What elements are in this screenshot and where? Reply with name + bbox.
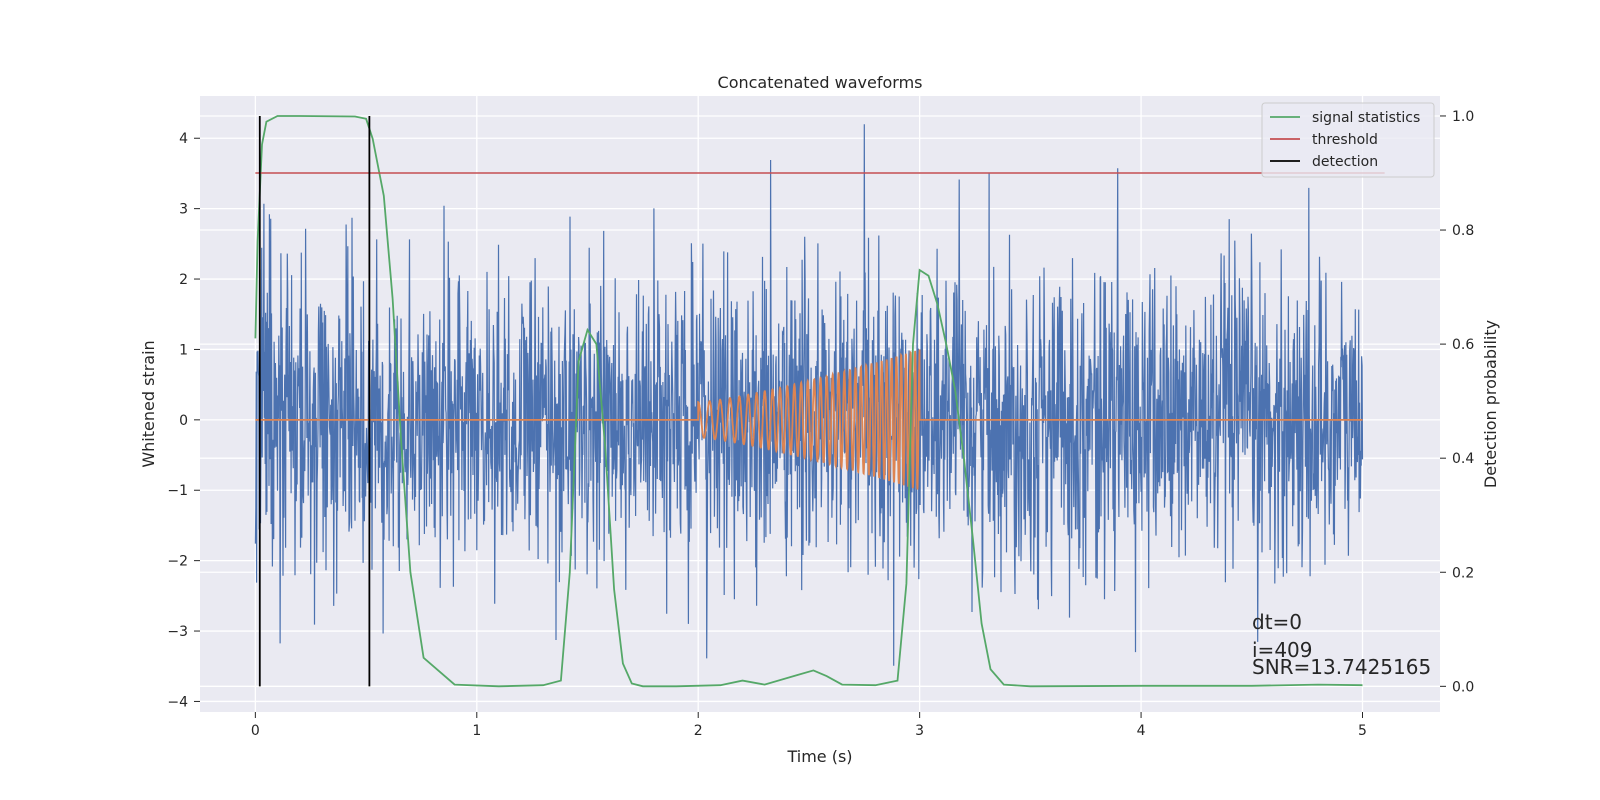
strain-line xyxy=(254,124,1364,666)
x-tick-label: 2 xyxy=(694,723,703,739)
plot-area xyxy=(254,115,1364,688)
chirp-line xyxy=(255,349,1363,490)
y2-tick-label: 0.6 xyxy=(1452,337,1474,353)
annotation-snr: SNR=13.7425165 xyxy=(1252,655,1431,679)
y2-tick-label: 0.0 xyxy=(1452,679,1474,695)
annotation-dt: dt=0 xyxy=(1252,610,1302,634)
y-tick-label: 2 xyxy=(179,272,188,288)
y-tick-label: 0 xyxy=(179,413,188,429)
y-tick-label: 3 xyxy=(179,202,188,218)
x-tick-label: 0 xyxy=(251,723,260,739)
y-axis-label: Whitened strain xyxy=(139,340,158,467)
y2-axis-label: Detection probability xyxy=(1481,320,1500,488)
y-tick-label: −4 xyxy=(167,694,188,710)
legend-label-threshold: threshold xyxy=(1312,132,1378,148)
ticks: 0 1 2 3 4 5 −4 −3 −2 −1 0 1 2 3 4 0.0 0.2 0.4 0.6 0.8 1.0 xyxy=(167,109,1474,739)
x-tick-label: 4 xyxy=(1137,723,1146,739)
x-tick-label: 3 xyxy=(915,723,924,739)
chart-title: Concatenated waveforms xyxy=(718,73,923,92)
y2-tick-label: 1.0 xyxy=(1452,109,1474,125)
y2-tick-label: 0.4 xyxy=(1452,451,1474,467)
x-tick-label: 5 xyxy=(1358,723,1367,739)
annotation-i: i=409 xyxy=(1252,638,1313,662)
y-tick-label: −3 xyxy=(167,624,188,640)
legend-box xyxy=(1261,102,1435,178)
y-tick-label: 4 xyxy=(179,131,188,147)
legend-label-detection: detection xyxy=(1312,154,1378,170)
y2-tick-label: 0.8 xyxy=(1452,223,1474,239)
y-tick-label: −2 xyxy=(167,554,188,570)
legend: signal statistics threshold detection xyxy=(1261,102,1435,178)
y-tick-label: 1 xyxy=(179,342,188,358)
series-layer xyxy=(254,115,1385,688)
annotations: dt=0 i=409 SNR=13.7425165 xyxy=(1252,610,1431,679)
legend-label-signal-statistics: signal statistics xyxy=(1312,110,1420,126)
y-tick-label: −1 xyxy=(167,483,188,499)
x-tick-label: 1 xyxy=(472,723,481,739)
x-axis-label: Time (s) xyxy=(786,747,852,766)
y2-tick-label: 0.2 xyxy=(1452,565,1474,581)
signal-statistics-line xyxy=(254,115,1363,688)
